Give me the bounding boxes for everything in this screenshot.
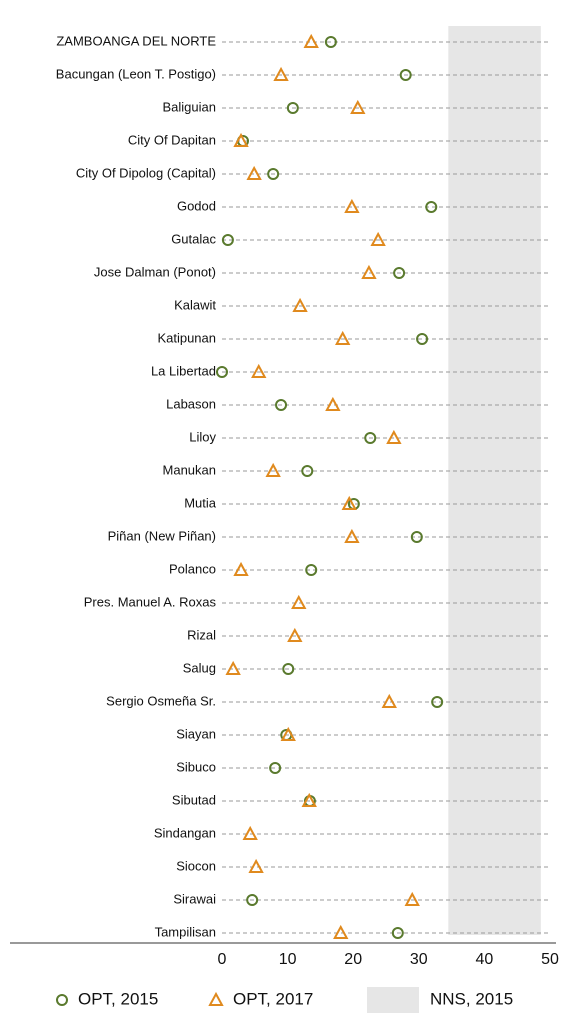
point xyxy=(391,927,404,939)
point xyxy=(344,198,360,213)
legend-marker xyxy=(56,994,68,1006)
category-label: Manukan xyxy=(163,462,216,477)
category-label: Mutia xyxy=(184,495,217,510)
point xyxy=(292,297,308,312)
point xyxy=(246,894,259,906)
point xyxy=(305,564,318,576)
x-tick-label: 40 xyxy=(476,951,494,968)
category-label: Bacungan (Leon T. Postigo) xyxy=(56,66,216,81)
point xyxy=(225,660,241,675)
category-label: Godod xyxy=(177,198,216,213)
point xyxy=(404,891,420,906)
category-label: Polanco xyxy=(169,561,216,576)
point xyxy=(350,99,366,114)
point xyxy=(273,66,289,81)
point xyxy=(275,399,288,411)
category-label: Piñan (New Piñan) xyxy=(108,528,216,543)
point xyxy=(233,561,249,576)
category-label: Gutalac xyxy=(171,231,216,246)
point xyxy=(386,429,402,444)
category-label: City Of Dipolog (Capital) xyxy=(76,165,216,180)
point xyxy=(216,366,228,378)
category-label: City Of Dapitan xyxy=(128,132,216,147)
point xyxy=(325,396,341,411)
point xyxy=(344,528,360,543)
shaded-region xyxy=(448,26,541,935)
category-label: Sibutad xyxy=(172,792,216,807)
point xyxy=(286,102,299,114)
point xyxy=(393,267,406,279)
point xyxy=(416,333,429,345)
point xyxy=(370,231,386,246)
category-label: Siocon xyxy=(176,858,216,873)
point xyxy=(303,33,319,48)
category-label: Sirawai xyxy=(173,891,216,906)
point xyxy=(282,663,295,675)
legend-label: OPT, 2017 xyxy=(233,989,313,1008)
legend-marker xyxy=(208,991,224,1006)
category-label: Kalawit xyxy=(174,297,216,312)
category-label: Salug xyxy=(183,660,216,675)
x-tick-label: 10 xyxy=(279,951,297,968)
category-label: Sibuco xyxy=(176,759,216,774)
point xyxy=(301,465,314,477)
point xyxy=(335,330,351,345)
point xyxy=(233,132,249,147)
category-label: Katipunan xyxy=(157,330,216,345)
x-tick-label: 30 xyxy=(410,951,428,968)
point xyxy=(269,762,282,774)
category-label: Liloy xyxy=(189,429,216,444)
category-label: La Libertad xyxy=(151,363,216,378)
legend-label: OPT, 2015 xyxy=(78,989,158,1008)
category-label: ZAMBOANGA DEL NORTE xyxy=(56,33,216,48)
point xyxy=(242,825,258,840)
category-label: Rizal xyxy=(187,627,216,642)
point xyxy=(280,726,296,741)
point xyxy=(324,36,337,48)
point xyxy=(251,363,267,378)
category-label: Tampilisan xyxy=(155,924,216,939)
point xyxy=(425,201,438,213)
x-tick-label: 50 xyxy=(541,951,559,968)
point xyxy=(267,168,280,180)
category-label: Pres. Manuel A. Roxas xyxy=(84,594,217,609)
x-tick-label: 20 xyxy=(344,951,362,968)
point xyxy=(364,432,377,444)
category-label: Baliguian xyxy=(163,99,217,114)
point xyxy=(399,69,412,81)
point xyxy=(265,462,281,477)
point xyxy=(361,264,377,279)
point xyxy=(431,696,444,708)
point xyxy=(333,924,349,939)
category-label: Labason xyxy=(166,396,216,411)
point xyxy=(291,594,307,609)
category-label: Siayan xyxy=(176,726,216,741)
legend-label: NNS, 2015 xyxy=(430,989,513,1008)
x-tick-label: 0 xyxy=(218,951,227,968)
point xyxy=(248,858,264,873)
point xyxy=(221,234,234,246)
category-label: Sergio Osmeña Sr. xyxy=(106,693,216,708)
category-label: Sindangan xyxy=(154,825,216,840)
legend-swatch xyxy=(367,987,419,1013)
point xyxy=(246,165,262,180)
point xyxy=(287,627,303,642)
point xyxy=(301,792,317,807)
point xyxy=(341,495,357,510)
point xyxy=(381,693,397,708)
point xyxy=(410,531,423,543)
category-label: Jose Dalman (Ponot) xyxy=(94,264,216,279)
